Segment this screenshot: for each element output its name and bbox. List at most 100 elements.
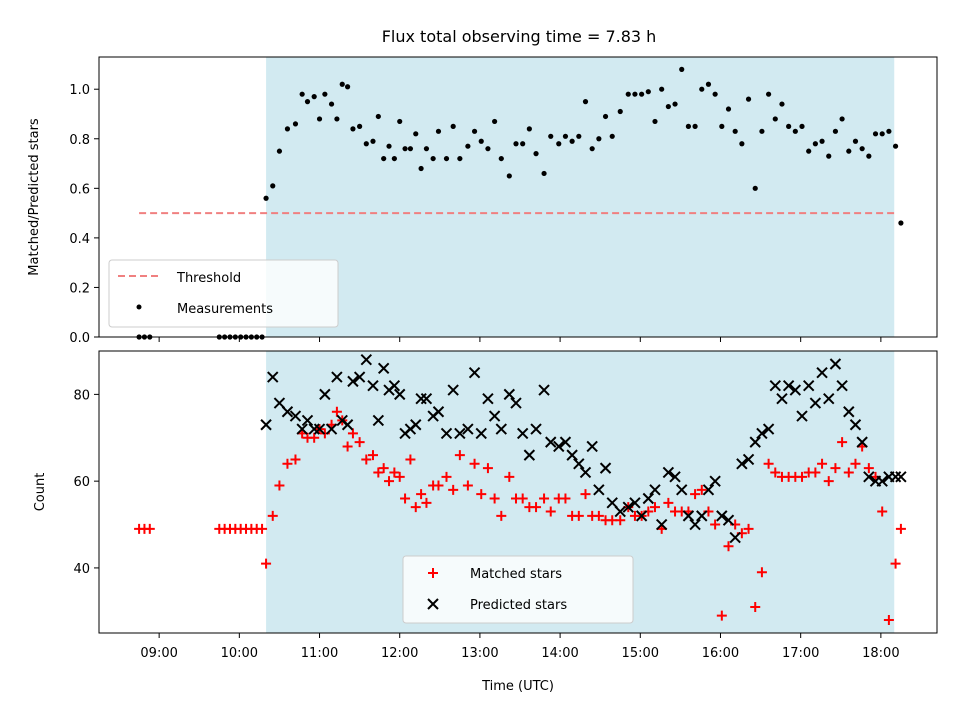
matched-point — [257, 523, 268, 534]
threshold-legend-label: Threshold — [176, 271, 241, 286]
matched-point — [282, 458, 293, 469]
predicted-point — [503, 388, 516, 401]
matched-point — [384, 476, 395, 487]
measurement-point — [625, 91, 631, 97]
measurement-point — [679, 66, 685, 72]
predicted-point — [709, 475, 721, 487]
predicted-point — [716, 510, 728, 522]
matched-point — [373, 467, 384, 478]
measurement-point — [617, 108, 623, 115]
bottom-legend: Matched stars Predicted stars — [402, 555, 634, 624]
measurement-point — [759, 128, 765, 134]
measurement-point — [357, 123, 363, 129]
predicted-point — [614, 505, 626, 518]
bottom-y-ticks: 40 60 80 — [73, 388, 99, 577]
measurement-point — [772, 116, 778, 122]
predicted-point — [566, 449, 578, 461]
predicted-point — [523, 449, 536, 461]
matched-legend-swatch — [428, 568, 438, 578]
matched-point — [469, 458, 480, 469]
bottom-axes-frame — [98, 350, 938, 634]
measurement-point — [443, 155, 450, 162]
measurement-point — [866, 153, 872, 159]
predicted-point — [319, 388, 331, 401]
measurement-point — [562, 133, 569, 139]
matched-point — [830, 463, 841, 474]
matched-point — [696, 484, 707, 495]
predicted-point — [530, 423, 542, 435]
matched-point — [496, 510, 507, 521]
measurement-point — [299, 91, 305, 97]
predicted-point — [876, 475, 888, 487]
top-measurement-points — [136, 66, 904, 340]
measurement-point — [556, 141, 562, 147]
predicted-point — [289, 410, 302, 422]
top-legend: Threshold Measurements — [108, 259, 339, 328]
predicted-point — [782, 380, 795, 392]
predicted-point — [863, 471, 875, 483]
predicted-point — [662, 466, 675, 479]
measurement-point — [423, 146, 430, 152]
predicted-point — [394, 388, 406, 401]
predicted-point — [488, 410, 501, 422]
measurement-point — [799, 123, 805, 129]
measurement-point — [471, 128, 478, 134]
bottom-x-tick-label: 13:00 — [461, 646, 498, 661]
measurement-point — [659, 86, 665, 92]
measurement-point — [645, 89, 651, 95]
top-y-tick-label: 1.0 — [69, 83, 90, 98]
measurement-point — [430, 155, 436, 162]
measurement-point — [712, 91, 718, 97]
measurement-point — [465, 143, 471, 149]
matched-point — [361, 454, 372, 465]
measurement-point — [898, 220, 904, 226]
measurement-point — [652, 118, 658, 125]
bottom-y-axis-label: Count — [33, 473, 48, 512]
predicted-point — [642, 492, 655, 505]
measurement-point — [485, 146, 491, 152]
measurement-point — [478, 138, 484, 144]
predicted-point — [622, 501, 634, 513]
predicted-point — [729, 531, 741, 544]
measurement-point — [270, 183, 276, 189]
matched-point — [482, 463, 493, 474]
measurement-point — [435, 128, 442, 134]
matched-point — [895, 523, 906, 534]
predicted-point — [267, 371, 279, 383]
predicted-point — [635, 510, 648, 522]
predicted-point — [301, 414, 314, 427]
measurement-point — [602, 113, 609, 120]
predicted-point — [516, 427, 529, 440]
measurement-point — [407, 146, 414, 152]
measurement-point — [589, 146, 595, 152]
measurement-point — [786, 123, 792, 129]
matched-point — [410, 502, 421, 513]
measurement-point — [339, 81, 345, 87]
predicted-point — [372, 414, 385, 427]
bottom-panel: 40 60 80 09:00 10:00 11:00 12:00 13:00 14:00 15:… — [33, 350, 938, 694]
matched-point — [843, 467, 854, 478]
predicted-point — [856, 436, 868, 448]
measurement-point — [832, 128, 839, 134]
measurement-point — [350, 126, 356, 132]
predicted-point — [836, 380, 848, 392]
matched-point — [850, 458, 861, 469]
bottom-legend-box — [402, 555, 634, 624]
predicted-point — [360, 353, 373, 366]
measurement-point — [705, 81, 712, 87]
predicted-point — [260, 419, 272, 431]
measurement-point — [839, 116, 845, 122]
measurement-point — [852, 138, 859, 144]
matched-point — [649, 502, 660, 513]
predicted-point — [823, 393, 835, 405]
measurement-point — [872, 131, 879, 137]
matched-point — [877, 506, 888, 517]
matched-point — [454, 450, 465, 461]
matched-point — [743, 523, 754, 534]
measurement-point — [450, 123, 456, 129]
top-legend-box — [108, 259, 339, 328]
chart-title: Flux total observing time = 7.83 h — [382, 27, 657, 46]
top-y-tick-label: 0.4 — [69, 232, 90, 247]
measurement-point — [402, 146, 408, 152]
matched-point — [663, 497, 674, 508]
